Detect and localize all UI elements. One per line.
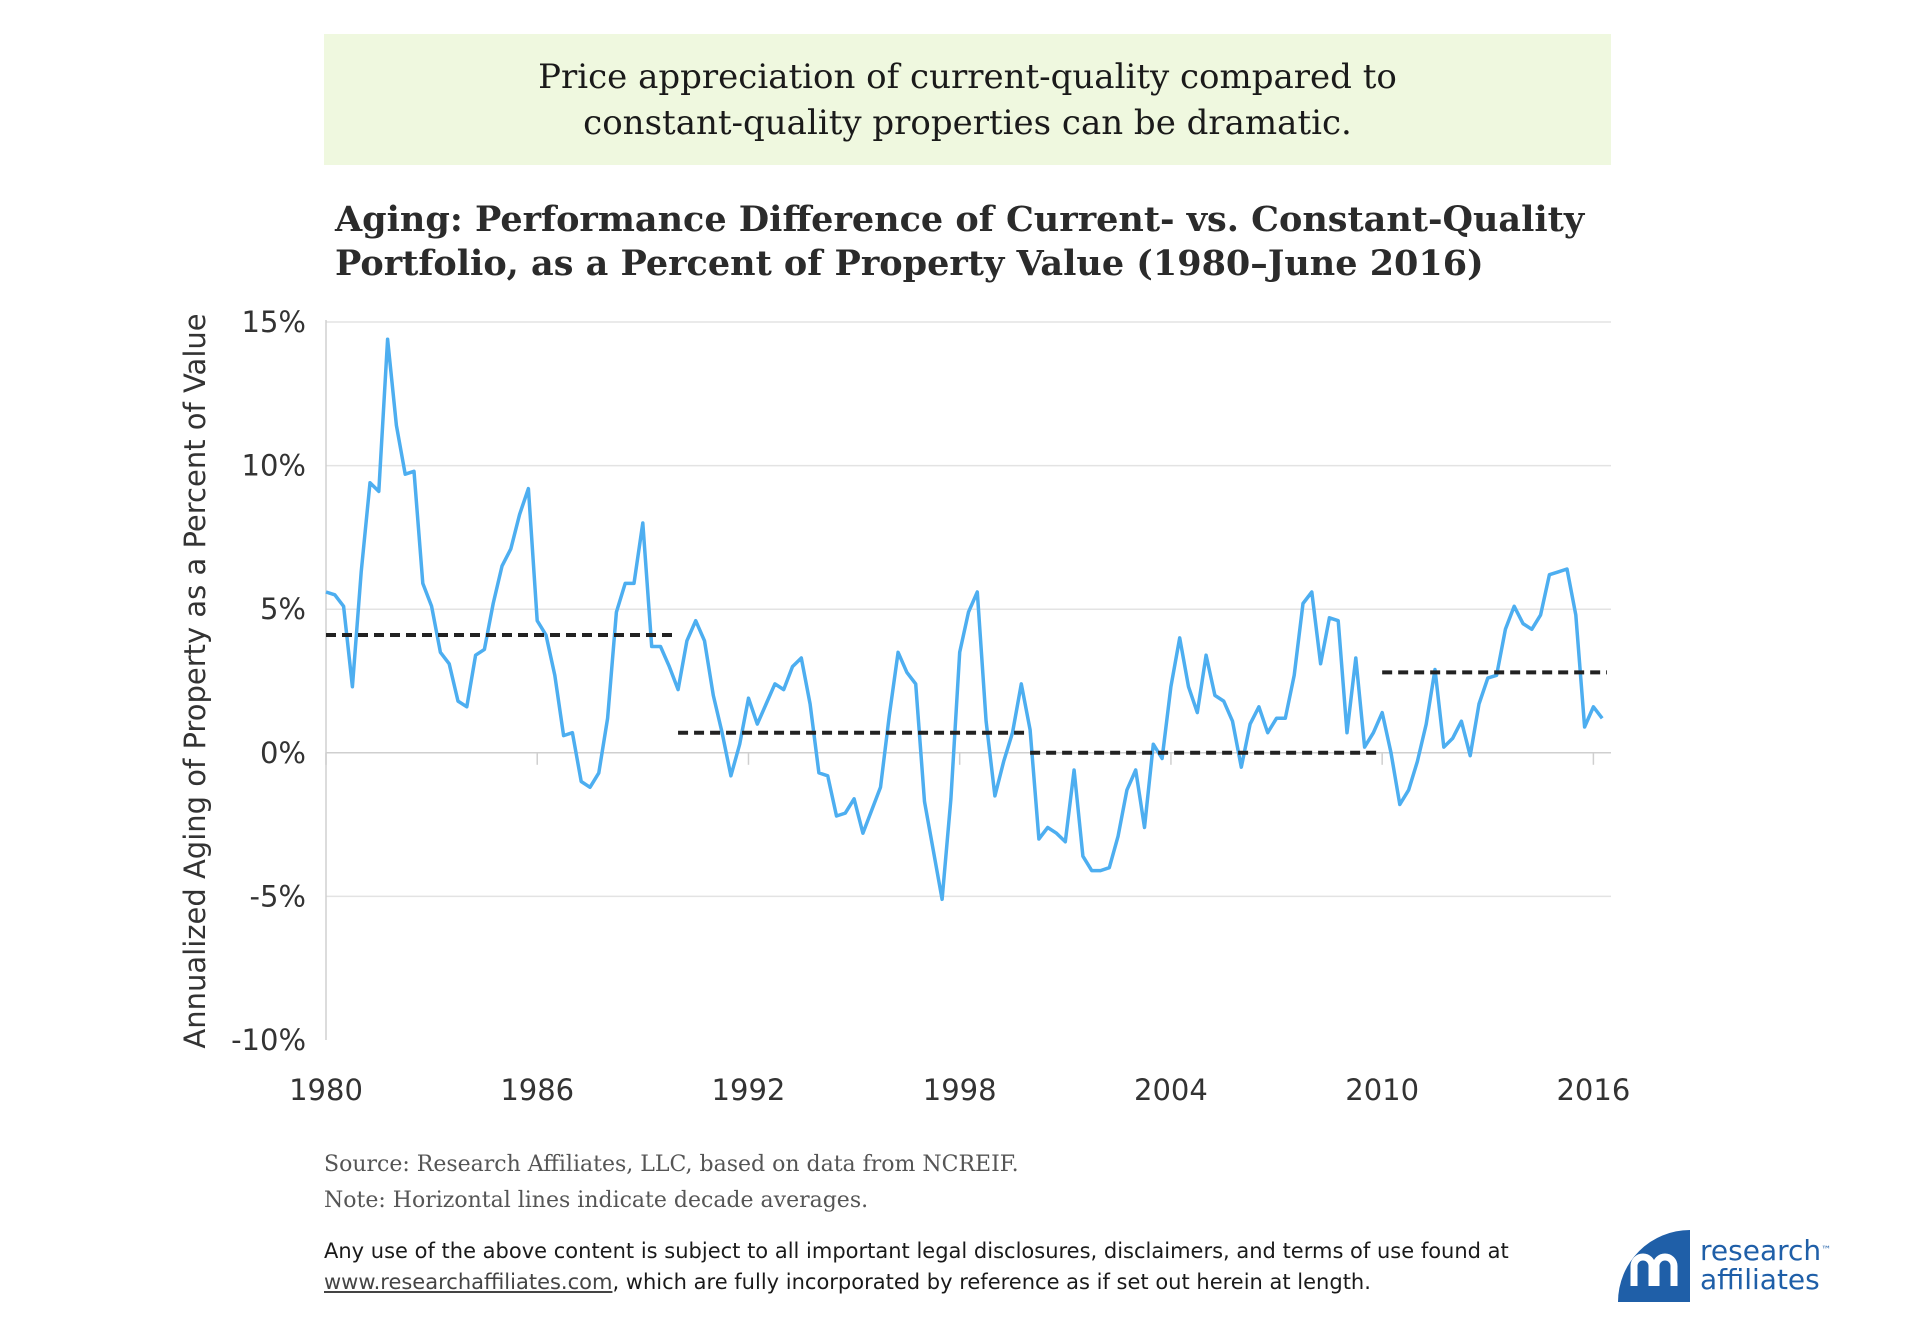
chart-title: Aging: Performance Difference of Current… [335,198,1635,286]
callout-text: Price appreciation of current-quality co… [538,56,1397,143]
chart-title-line2: Portfolio, as a Percent of Property Valu… [335,243,1484,284]
logo-wordmark: research™ affiliates [1700,1236,1831,1294]
legal-disclaimer: Any use of the above content is subject … [324,1236,1524,1298]
source-note: Source: Research Affiliates, LLC, based … [324,1152,1019,1177]
website-link[interactable]: www.researchaffiliates.com [324,1270,613,1294]
research-affiliates-logo: research™ affiliates [1618,1230,1858,1302]
logo-mark-icon [1618,1230,1690,1302]
x-tick-label: 1998 [923,1073,997,1107]
disclaimer-suffix: , which are fully incorporated by refere… [612,1270,1371,1294]
y-tick-label: 0% [260,736,306,770]
y-tick-label: 5% [260,592,306,626]
callout-box: Price appreciation of current-quality co… [324,34,1611,165]
axes [325,320,1611,1040]
y-tick-label: 10% [242,449,306,483]
x-tick-label: 2004 [1134,1073,1208,1107]
y-tick-label: -10% [231,1023,306,1057]
chart-note: Note: Horizontal lines indicate decade a… [324,1188,869,1213]
disclaimer-text: Any use of the above content is subject … [324,1239,1509,1263]
logo-tm: ™ [1821,1245,1832,1256]
chart-title-line1: Aging: Performance Difference of Current… [335,199,1585,240]
y-axis-label: Annualized Aging of Property as a Percen… [178,313,212,1048]
x-tick-label: 1992 [712,1073,786,1107]
x-tick-label: 2016 [1556,1073,1630,1107]
logo-line1: research [1700,1234,1822,1267]
x-tick-label: 2010 [1345,1073,1419,1107]
decade-average-lines [326,633,1607,755]
y-tick-label: 15% [242,305,306,339]
x-tick-label: 1980 [289,1073,363,1107]
y-tick-label: -5% [250,879,306,913]
series-line [325,337,1604,902]
series-group [325,337,1604,902]
logo-line2: affiliates [1700,1263,1820,1296]
x-tick-label: 1986 [500,1073,574,1107]
x-tick-labels: 1980 1986 1992 1998 2004 2010 2016 [289,1073,1630,1107]
y-tick-labels: 15% 10% 5% 0% -5% -10% [231,305,306,1057]
